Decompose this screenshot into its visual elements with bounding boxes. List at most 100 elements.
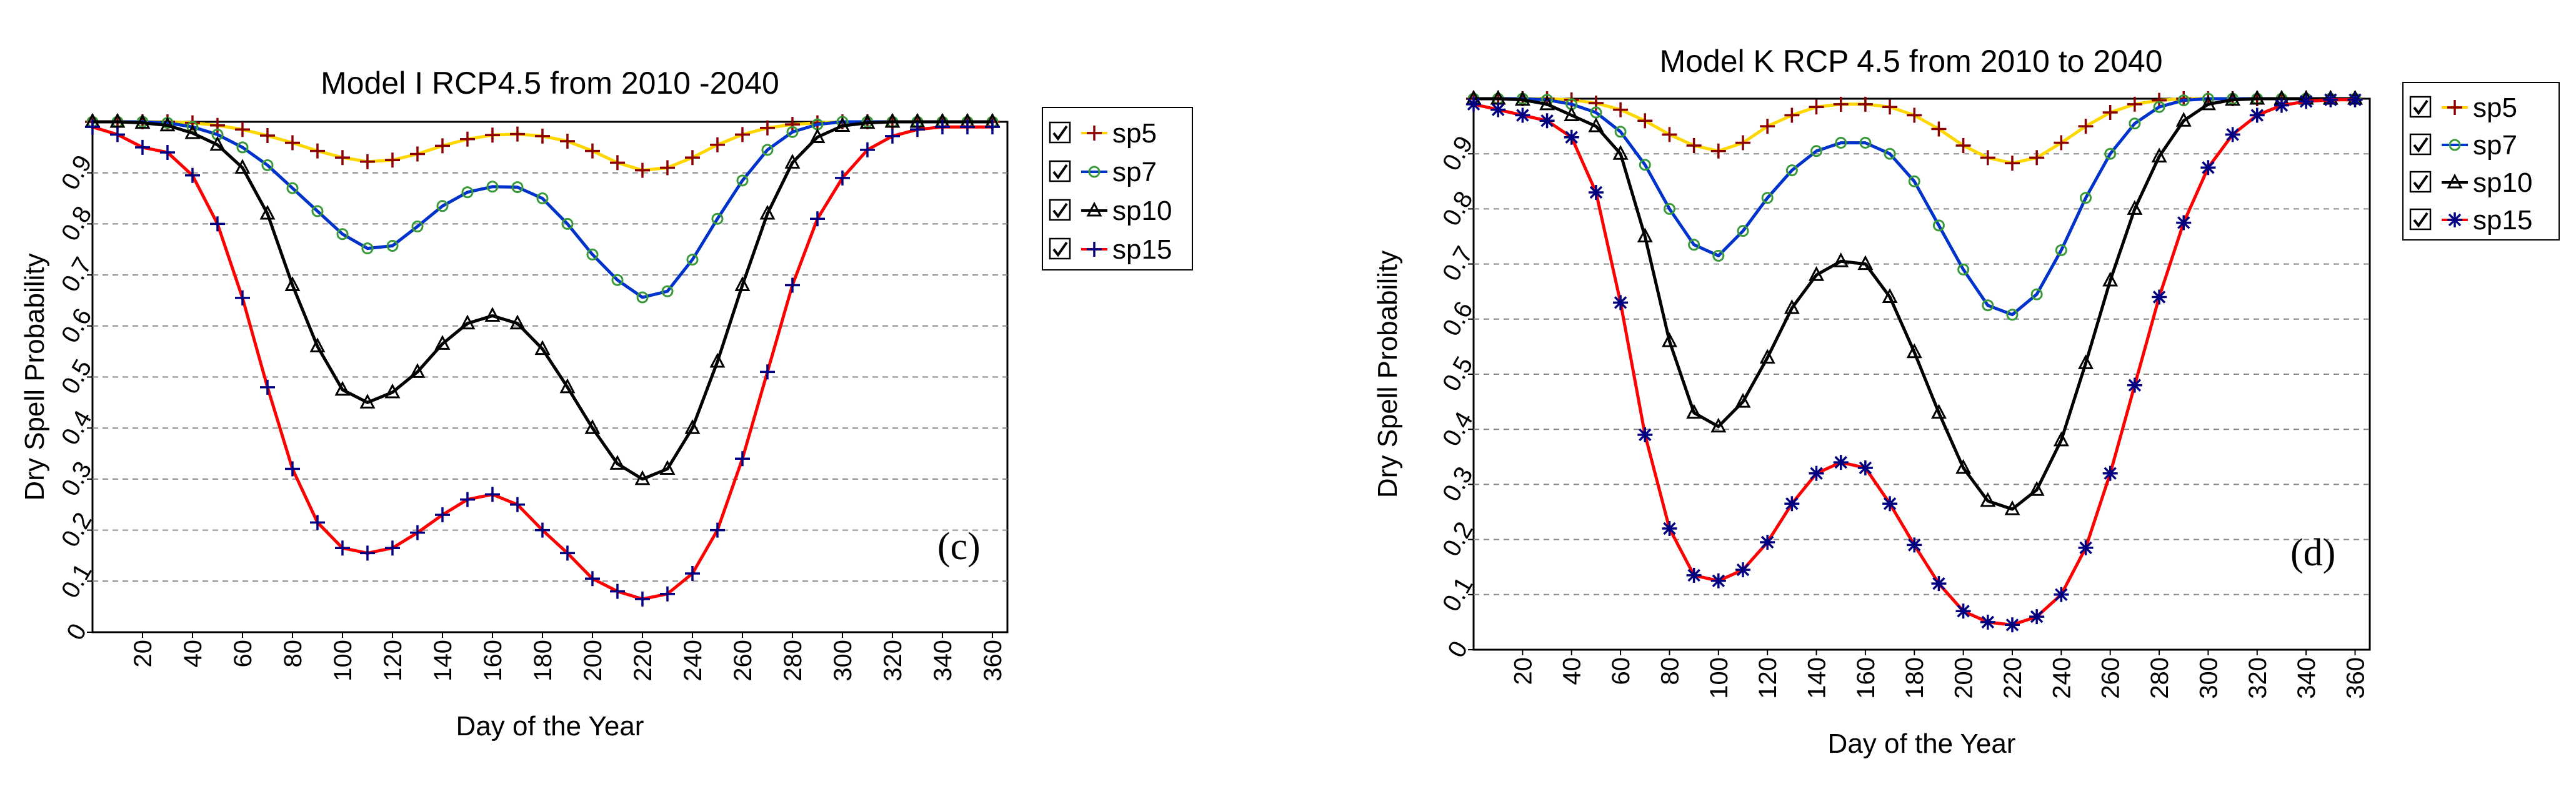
legend-label-sp15: sp15 [1112,234,1172,265]
data-point-sp7 [1761,192,1774,204]
data-point-sp10 [2200,95,2216,111]
x-tick-label: 260 [2097,657,2125,699]
data-point-sp10 [159,116,176,132]
data-point-sp7 [286,182,299,194]
data-point-sp7 [661,285,674,297]
data-point-sp10 [184,124,201,139]
data-point-sp15 [435,507,450,523]
data-point-sp15 [1857,460,1873,475]
data-point-sp10 [1588,117,1604,132]
y-tick-label: 0.1 [56,559,97,603]
data-point-sp15 [1833,455,1849,470]
data-point-sp7 [311,205,324,217]
data-point-sp15 [2347,92,2363,107]
data-point-sp7 [2055,244,2067,257]
x-tick-label: 120 [379,640,407,682]
data-point-sp10 [609,455,626,470]
data-point-sp5 [460,131,475,147]
data-point-sp5 [610,155,625,171]
data-point-sp15 [1490,102,1506,117]
data-point-sp15 [1588,184,1604,200]
x-tick-label: 140 [429,640,457,682]
x-tick-label: 260 [729,640,757,682]
x-tick-label: 280 [2146,657,2174,699]
data-point-sp5 [2127,96,2142,112]
data-point-sp15 [785,277,800,293]
data-point-sp5 [1857,96,1873,112]
data-point-sp15 [1760,535,1775,550]
y-tick-label: 0.4 [1437,407,1479,451]
data-point-sp7 [461,186,474,199]
data-point-sp7 [2153,101,2165,113]
data-point-sp5 [560,134,575,149]
data-point-sp7 [1712,249,1725,262]
data-point-sp10 [1637,227,1653,242]
data-point-sp15 [2029,609,2045,625]
data-point-sp10 [2127,200,2143,215]
data-point-sp10 [259,204,276,220]
data-point-sp15 [110,127,125,142]
data-point-sp10 [1809,266,1825,281]
data-point-sp15 [735,451,750,467]
legend-marker-sp5 [2447,100,2462,115]
data-point-sp10 [659,460,676,475]
x-tick-label: 40 [179,640,207,668]
data-point-sp10 [534,340,551,355]
data-point-sp7 [1835,137,1847,149]
data-point-sp5 [510,126,525,142]
data-point-sp10 [709,352,726,368]
data-point-sp7 [486,181,499,193]
data-point-sp5 [1710,143,1726,159]
legend-label-sp7: sp7 [1112,157,1157,187]
legend-label-sp10: sp10 [2473,167,2532,198]
data-point-sp15 [835,170,850,186]
data-point-sp15 [2323,92,2339,107]
data-point-sp5 [335,150,350,166]
data-point-sp5 [1662,127,1677,142]
data-point-sp15 [1809,465,1824,481]
data-point-sp15 [660,586,675,602]
data-point-sp5 [535,128,550,144]
data-point-sp7 [1737,225,1749,237]
y-tick-label: 0.6 [56,304,97,347]
data-point-sp15 [1882,496,1898,512]
data-point-sp5 [1955,137,1971,153]
x-tick-label: 160 [1852,657,1880,699]
series-sp10 [84,112,1001,485]
data-point-sp5 [660,160,675,176]
data-point-sp15 [2004,617,2020,633]
x-tick-label: 220 [629,640,657,682]
series-sp15 [85,119,1000,607]
data-point-sp10 [2029,480,2045,496]
data-point-sp5 [2102,105,2118,121]
data-point-sp10 [2078,354,2094,369]
data-point-sp7 [786,126,799,138]
data-point-sp15 [285,461,300,477]
data-point-sp5 [585,143,600,159]
y-tick-label: 0 [61,619,92,645]
data-point-sp7 [1957,263,1970,275]
y-tick-label: 0.2 [56,508,97,552]
x-axis-label: Day of the Year [456,711,644,742]
data-point-sp5 [310,143,325,159]
data-point-sp7 [1932,219,1945,232]
data-point-sp10 [1514,91,1530,106]
data-point-sp10 [459,314,476,330]
data-point-sp15 [1784,496,1800,512]
legend-marker-sp7 [2449,139,2461,151]
x-tick-label: 20 [1509,657,1537,685]
data-point-sp7 [236,141,249,154]
x-tick-label: 240 [679,640,707,682]
data-point-sp7 [611,274,624,286]
chart-title: Model I RCP4.5 from 2010 -2040 [321,66,779,101]
data-point-sp7 [1639,159,1651,171]
data-point-sp15 [210,216,225,232]
data-point-sp15 [2200,160,2216,176]
data-point-sp10 [1955,459,1972,474]
data-point-sp15 [1931,576,1947,592]
data-point-sp10 [134,114,151,129]
data-point-sp7 [336,228,349,241]
x-tick-label: 60 [1607,657,1635,685]
y-axis-label: Dry Spell Probability [1372,251,1403,498]
